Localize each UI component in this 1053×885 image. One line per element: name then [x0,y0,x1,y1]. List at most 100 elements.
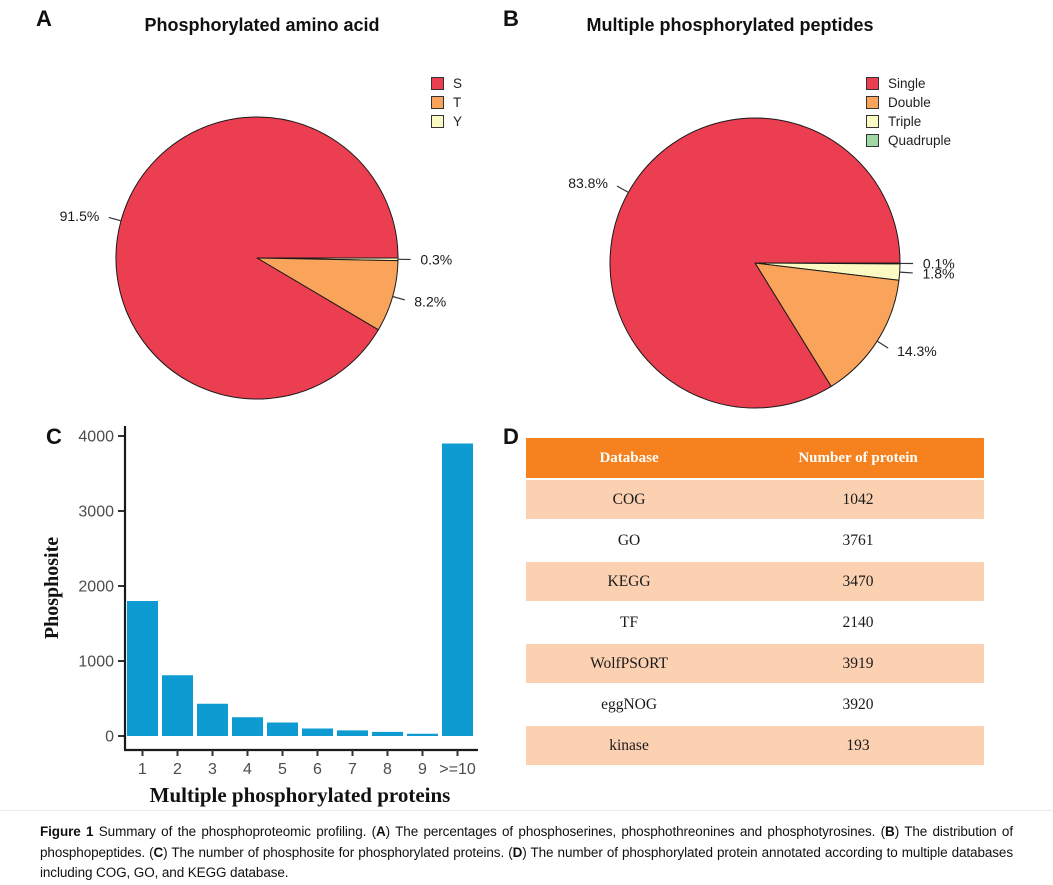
database-table: Database Number of protein COG 1042 GO 3761 K… [526,436,984,767]
x-tick-label: 1 [138,761,147,778]
panel-b-letter: B [503,6,519,31]
panel-b: B Multiple phosphorylated peptides 0.1% 1… [500,0,1053,418]
pie-percentage-label: 83.8% [568,175,608,191]
panel-c-letter: C [46,424,62,449]
y-axis-title: Phosphosite [41,537,63,639]
legend-swatch-icon [866,134,879,147]
legend-item-y: Y [431,115,462,128]
bar-1 [127,601,158,736]
table-row-kegg: KEGG 3470 [526,562,984,601]
pie-label-leader [392,295,406,301]
pie-a-title: Phosphorylated amino acid [144,15,380,35]
table-cell: GO [526,521,733,560]
pie-b-chart: 0.1%1.8% 14.3% 83.8% [568,117,955,409]
table-row-eggnog: eggNOG 3920 [526,685,984,724]
x-tick-label: 6 [313,761,322,778]
caption-bold-text: B [885,824,895,839]
pie-label-leader [108,216,122,222]
caption-bold-text: D [512,844,523,860]
pie-label-leader [899,271,913,274]
caption-bold-text: A [376,824,386,839]
bar-5 [267,722,298,736]
pie-slice-single [609,117,901,409]
caption-text: ) The number of phosphosite for phosphor… [163,844,513,860]
pie-percentage-label: 1.8% [923,265,955,281]
caption-bold-text: C [153,844,164,860]
x-axis-title: Multiple phosphorylated proteins [150,783,451,807]
pie-slice-double [754,262,900,387]
bar-7 [337,730,368,736]
table-cell: 2140 [732,603,984,642]
caption-text: ) The percentages of phosphoserines, pho… [385,824,886,839]
y-tick-label: 1000 [78,654,114,671]
bar-8 [372,731,403,736]
bar->=10 [442,443,473,736]
y-tick-label: 4000 [78,429,114,446]
legend-item-double: Double [866,96,951,109]
x-tick-label: 7 [348,761,357,778]
bar-3 [197,703,228,736]
bar-chart: 0 1000 2000 3000 4000 1 2 3 4 5 6 7 8 9 >=10 Multiple p… [41,426,478,807]
x-tick-label: 4 [243,761,252,778]
table-header-row: Database Number of protein [526,438,984,478]
y-tick-label: 3000 [78,504,114,521]
legend-label: Single [888,76,926,91]
caption-bold-text: Figure 1 [40,824,94,839]
table-cell: 3920 [732,685,984,724]
table-cell: 3761 [732,521,984,560]
bar-9 [407,733,438,736]
table-row-wolfpsort: WolfPSORT 3919 [526,644,984,683]
x-tick-label: >=10 [439,761,476,778]
table-row-kinase: kinase 193 [526,726,984,765]
bar-2 [162,675,193,736]
table-cell: TF [526,603,733,642]
table-row-go: GO 3761 [526,521,984,560]
x-tick-label: 9 [418,761,427,778]
legend-item-s: S [431,77,462,90]
panel-d: D Database Number of protein COG 1042 GO 376… [495,418,1053,798]
pie-label-leader [876,340,889,349]
database-table-body: COG 1042 GO 3761 KEGG 3470 TF 2140 WolfPSORT 3919… [526,480,984,765]
table-cell: 3470 [732,562,984,601]
panel-d-letter: D [503,424,519,449]
table-row-tf: TF 2140 [526,603,984,642]
legend-label: Quadruple [888,133,952,148]
legend-swatch-icon [866,77,879,90]
pie-percentage-label: 8.2% [414,293,446,309]
legend-label: Y [453,114,463,129]
x-tick-label: 5 [278,761,287,778]
legend-item-t: T [431,96,462,109]
figure-caption: Figure 1 Summary of the phosphoproteomic… [0,810,1053,884]
legend-label: Triple [888,114,922,129]
table-cell: kinase [526,726,733,765]
pie-b-legend: Single Double Triple Quadruple [866,77,951,147]
panel-a-letter: A [36,6,52,31]
table-cell: 193 [732,726,984,765]
table-row-cog: COG 1042 [526,480,984,519]
pie-b-title: Multiple phosphorylated peptides [586,15,874,35]
database-table-head: Database Number of protein [526,438,984,478]
panel-a: A Phosphorylated amino acid 0.3% 8.2% 91.5… [0,0,500,418]
pie-percentage-label: 0.3% [420,252,452,268]
legend-swatch-icon [431,96,444,109]
table-header-cell: Database [526,438,733,478]
table-cell: 3919 [732,644,984,683]
panel-c: C 0 1000 2000 3000 4000 1 2 3 4 5 6 7 8 9 >=10 Multiple… [30,418,510,818]
pie-percentage-label: 0.1% [923,256,955,272]
table-cell: COG [526,480,733,519]
table-cell: KEGG [526,562,733,601]
legend-label: Double [888,95,931,110]
pie-label-leader [616,185,629,193]
caption-text: Summary of the phosphoproteomic profilin… [93,824,376,839]
legend-item-quadruple: Quadruple [866,134,951,147]
table-cell: 1042 [732,480,984,519]
legend-swatch-icon [431,77,444,90]
pie-percentage-label: 14.3% [897,343,937,359]
legend-swatch-icon [866,115,879,128]
legend-swatch-icon [866,96,879,109]
y-tick-label: 2000 [78,579,114,596]
bar-6 [302,728,333,736]
bar-4 [232,717,263,736]
